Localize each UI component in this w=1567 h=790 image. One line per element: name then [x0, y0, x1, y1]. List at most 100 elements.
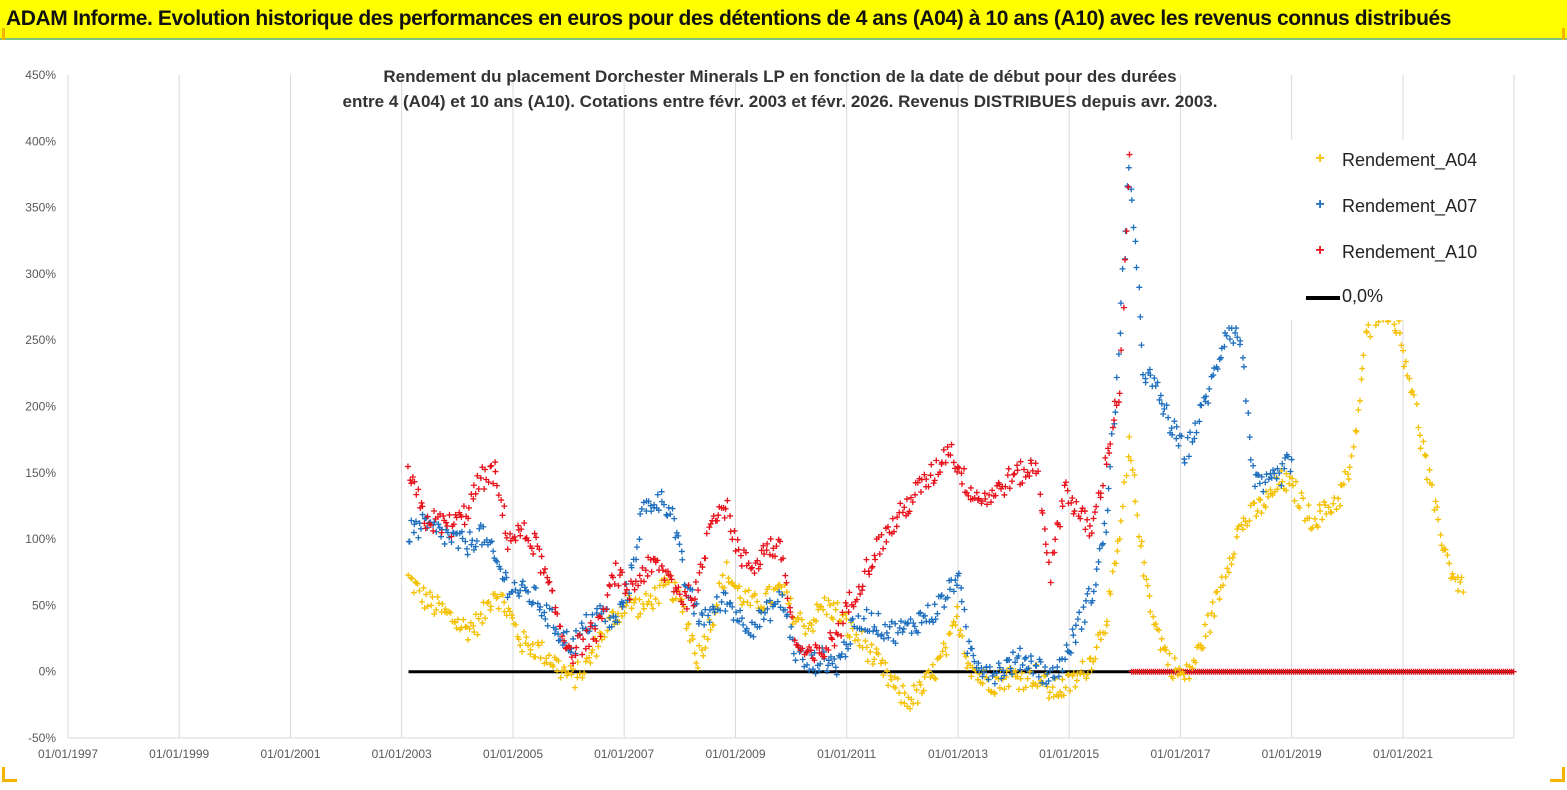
data-point [532, 653, 539, 660]
data-point [1234, 526, 1241, 533]
data-point [760, 616, 767, 623]
data-point [1078, 626, 1085, 633]
data-point [648, 568, 655, 575]
data-point [668, 576, 675, 583]
data-point [442, 606, 449, 613]
data-point [1228, 561, 1235, 568]
data-point [1120, 304, 1127, 311]
data-point [622, 590, 629, 597]
data-point [683, 625, 690, 632]
data-point [614, 619, 621, 626]
data-point [941, 604, 948, 611]
data-point [889, 515, 896, 522]
data-point [1006, 485, 1013, 492]
data-point [570, 635, 577, 642]
data-point [1001, 491, 1008, 498]
data-point [519, 578, 526, 585]
data-point [1312, 515, 1318, 522]
data-point [440, 513, 447, 520]
data-point [1157, 392, 1164, 399]
data-point [1353, 428, 1360, 435]
data-point [901, 504, 908, 511]
data-point [414, 580, 421, 587]
data-point [413, 580, 420, 587]
data-point [853, 631, 860, 638]
data-point [1017, 675, 1024, 682]
data-point [527, 646, 534, 653]
data-point [1047, 667, 1054, 674]
data-point [1045, 677, 1052, 684]
data-point [1210, 372, 1217, 379]
data-point [1420, 438, 1427, 445]
data-point [485, 598, 492, 605]
data-point [1090, 588, 1097, 595]
data-point [1250, 462, 1257, 469]
data-point [897, 618, 904, 625]
data-point [503, 612, 510, 619]
data-point [1358, 376, 1365, 383]
data-point [710, 512, 717, 519]
data-point [961, 465, 968, 472]
data-point [1068, 499, 1075, 506]
x-tick-label: 01/01/2007 [594, 747, 654, 761]
data-point [407, 574, 414, 581]
data-point [429, 593, 436, 600]
data-point [611, 581, 618, 588]
data-point [825, 657, 832, 664]
chart-title: Rendement du placement Dorchester Minera… [320, 64, 1240, 114]
data-point [1321, 498, 1328, 505]
data-point [1072, 622, 1079, 629]
data-point [586, 643, 593, 650]
data-point [1086, 522, 1093, 529]
data-point [702, 555, 709, 562]
data-point [807, 647, 814, 654]
data-point [914, 479, 921, 486]
data-point [740, 621, 747, 628]
data-point [921, 673, 928, 680]
data-point [806, 644, 813, 651]
data-point [1216, 596, 1223, 603]
data-point [1146, 593, 1153, 600]
data-point [1356, 397, 1363, 404]
data-point [1151, 375, 1158, 382]
data-point [640, 605, 647, 612]
data-point [1431, 506, 1438, 513]
frame-corner [2, 767, 17, 782]
data-point [601, 634, 608, 641]
data-point [451, 619, 458, 626]
data-point [1221, 343, 1228, 350]
data-point [580, 636, 587, 643]
data-point [910, 682, 917, 689]
data-point [866, 571, 873, 578]
data-point [689, 586, 696, 593]
y-tick-label: 300% [25, 267, 56, 281]
data-point [1202, 621, 1208, 628]
data-point [1113, 560, 1120, 567]
data-point [512, 621, 519, 628]
data-point [821, 594, 828, 601]
data-point [572, 627, 579, 634]
data-point [1290, 482, 1296, 489]
data-point [1284, 453, 1291, 460]
data-point [1001, 686, 1008, 693]
data-point [460, 616, 467, 623]
data-point [1163, 402, 1170, 409]
data-point [461, 521, 468, 528]
data-point [988, 499, 995, 506]
data-point [930, 480, 937, 487]
data-point [1162, 647, 1169, 654]
data-point [586, 654, 593, 661]
data-point [647, 556, 654, 563]
data-point [776, 588, 783, 595]
data-point [569, 666, 576, 673]
data-point [943, 651, 950, 658]
data-point [1345, 476, 1352, 483]
data-point [1079, 658, 1086, 665]
data-point [1121, 479, 1128, 486]
data-point [509, 614, 516, 621]
data-point [867, 648, 874, 655]
data-point [1103, 461, 1110, 468]
data-point [1319, 516, 1326, 523]
data-point [1372, 322, 1379, 329]
data-point [778, 584, 785, 591]
